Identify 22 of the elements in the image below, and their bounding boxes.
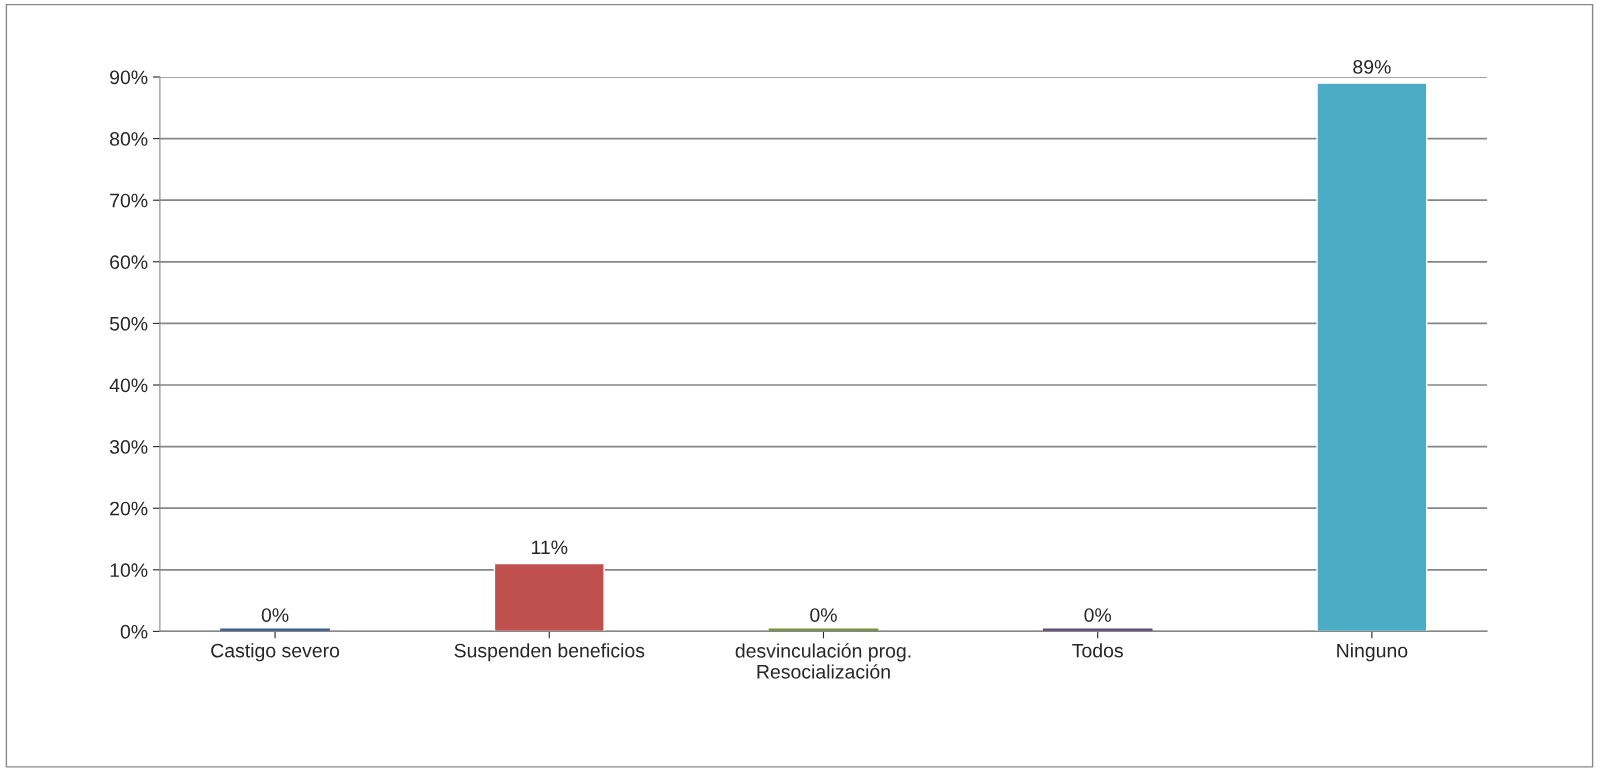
data-label: 0% [810,608,837,622]
x-tick-label: Suspenden beneficios [454,643,645,662]
bar [493,562,605,632]
data-label: 0% [1084,608,1112,622]
y-tick-label: 20% [110,501,148,516]
data-label: 11% [532,540,568,555]
y-tick-label: 70% [110,193,148,208]
bar [1316,82,1428,632]
y-tick-label: 10% [110,563,148,578]
y-tick-label: 80% [110,132,148,146]
data-label: 0% [261,608,289,622]
data-label: 89% [1353,59,1391,74]
y-tick-label: 40% [109,378,148,393]
x-tick-label: Castigo severo [211,643,340,662]
x-tick-label: Ninguno [1337,643,1408,662]
y-tick-label: 60% [110,255,148,270]
x-tick-label: desvinculación prog. Resocialización [735,643,911,679]
y-tick-label: 90% [110,70,148,85]
x-tick-label: Todos [1072,643,1123,658]
y-tick-label: 50% [109,316,148,331]
y-tick-label: 30% [109,440,148,454]
y-tick-label: 0% [120,624,148,639]
